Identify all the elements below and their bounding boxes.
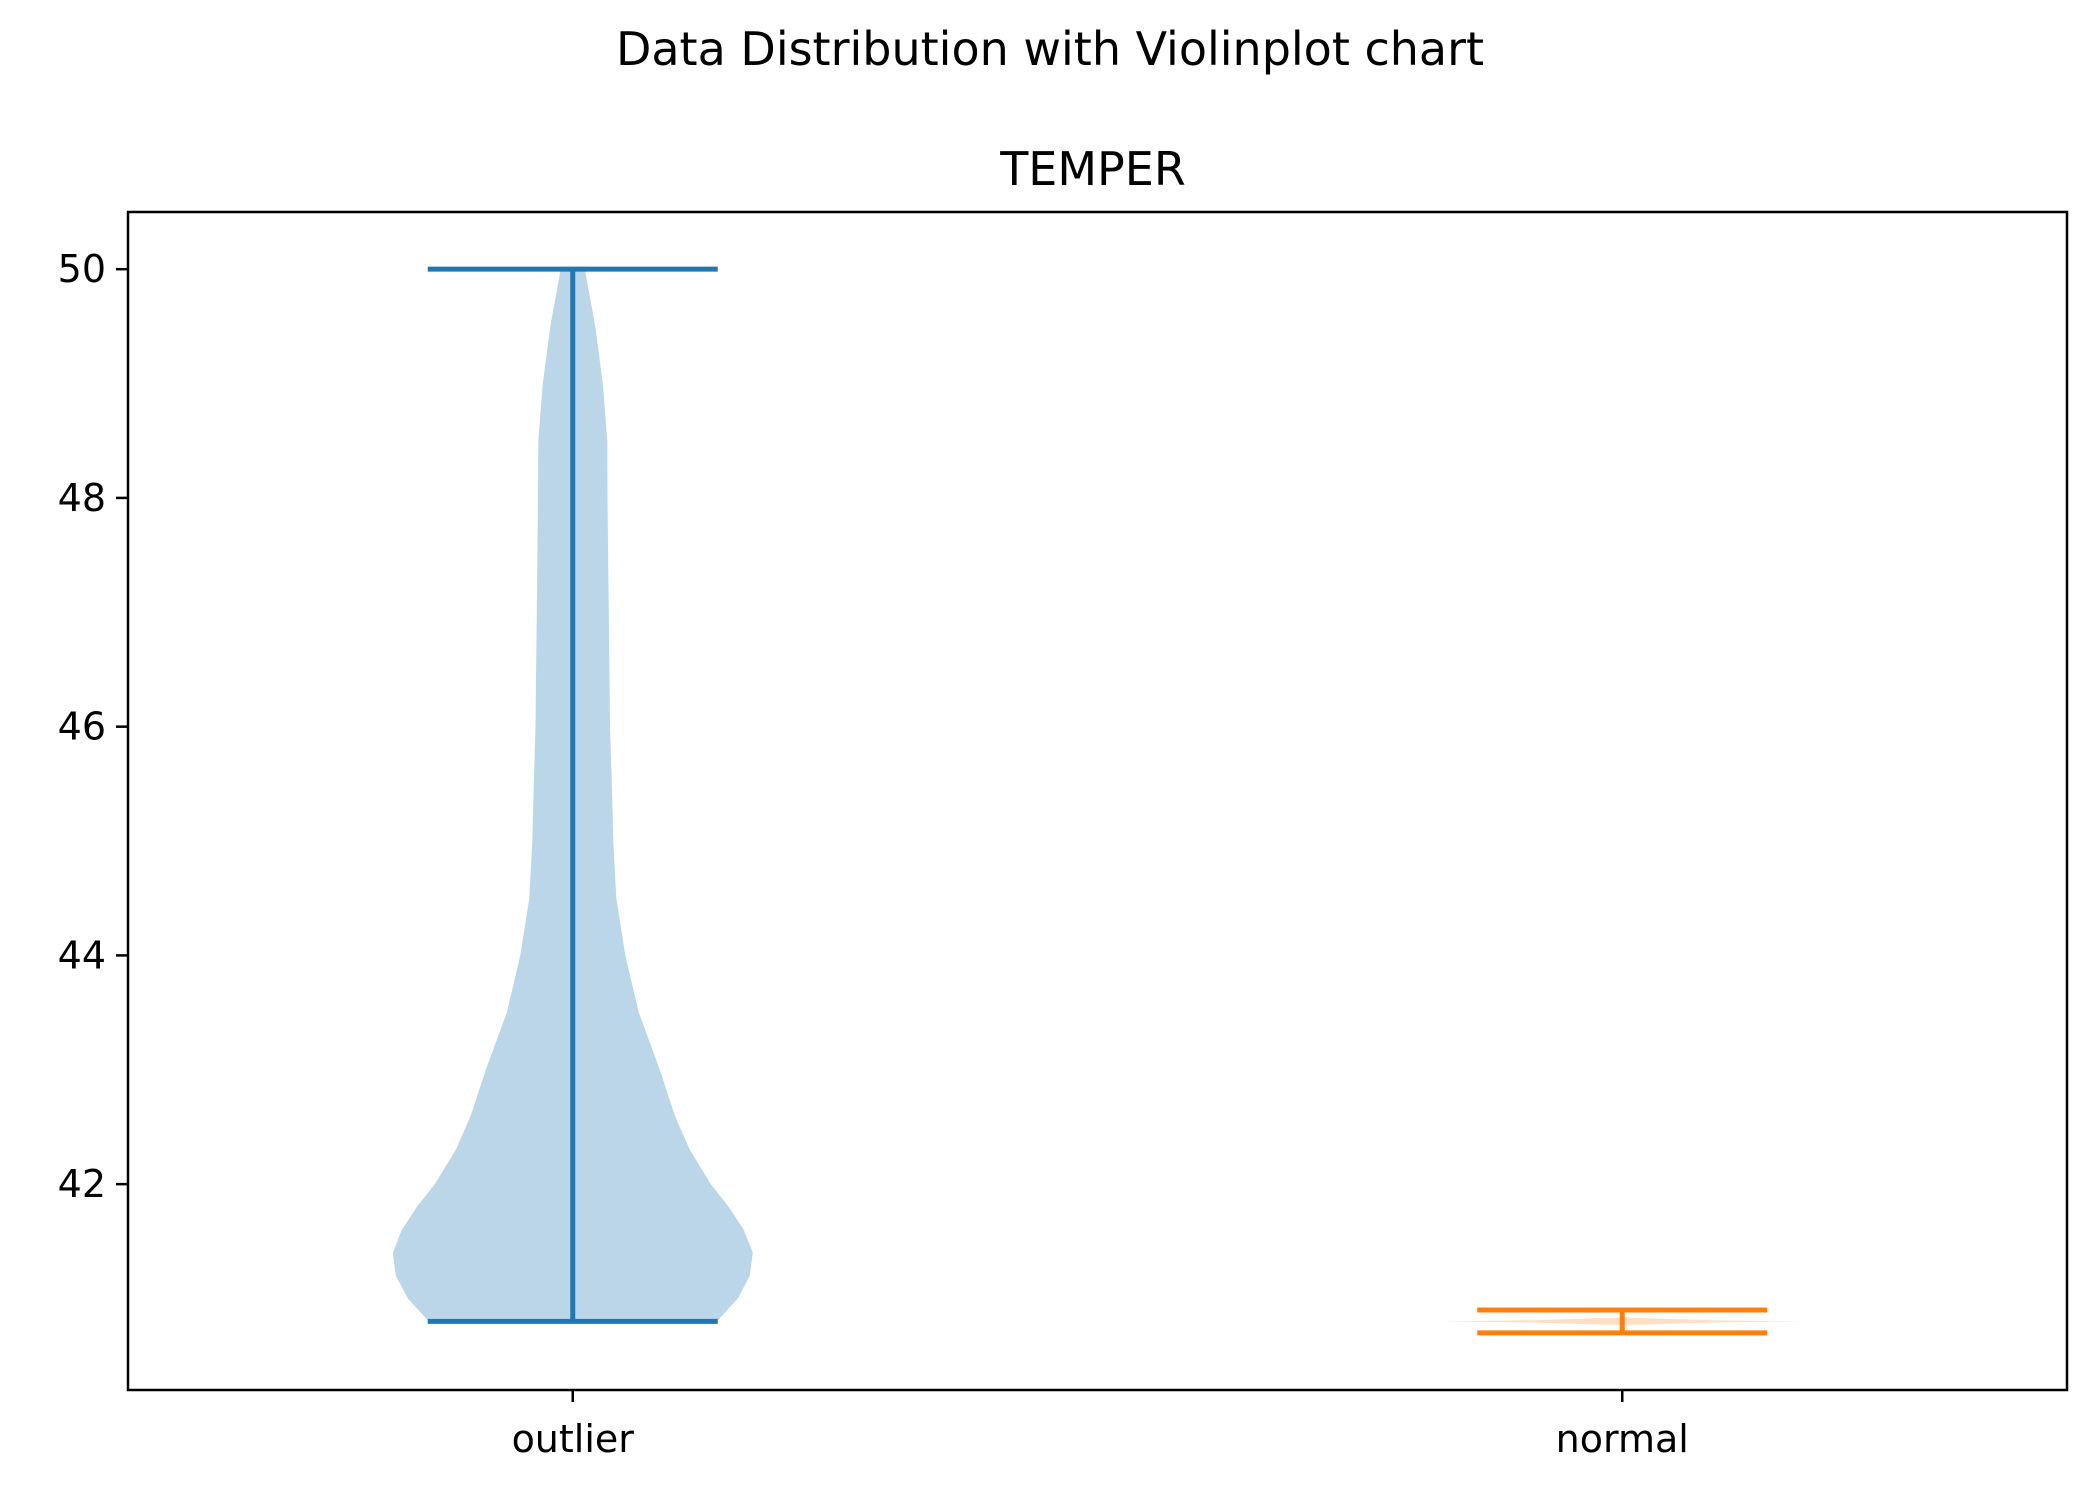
y-tick-label: 46 (58, 705, 106, 749)
y-tick-label: 50 (58, 247, 106, 291)
x-axis: outlier normal (512, 1390, 1689, 1461)
chart-suptitle: Data Distribution with Violinplot chart (616, 22, 1484, 76)
x-tick-label-outlier: outlier (512, 1417, 635, 1461)
axes-title: TEMPER (999, 142, 1186, 196)
x-tick-label-normal: normal (1556, 1417, 1689, 1461)
y-axis: 42 44 46 48 50 (58, 247, 128, 1206)
y-tick-label: 44 (58, 933, 106, 977)
y-tick-label: 48 (58, 476, 106, 520)
violin-layer (392, 266, 1803, 1336)
axes-frame (126, 210, 2069, 1392)
y-tick-label: 42 (58, 1162, 106, 1206)
